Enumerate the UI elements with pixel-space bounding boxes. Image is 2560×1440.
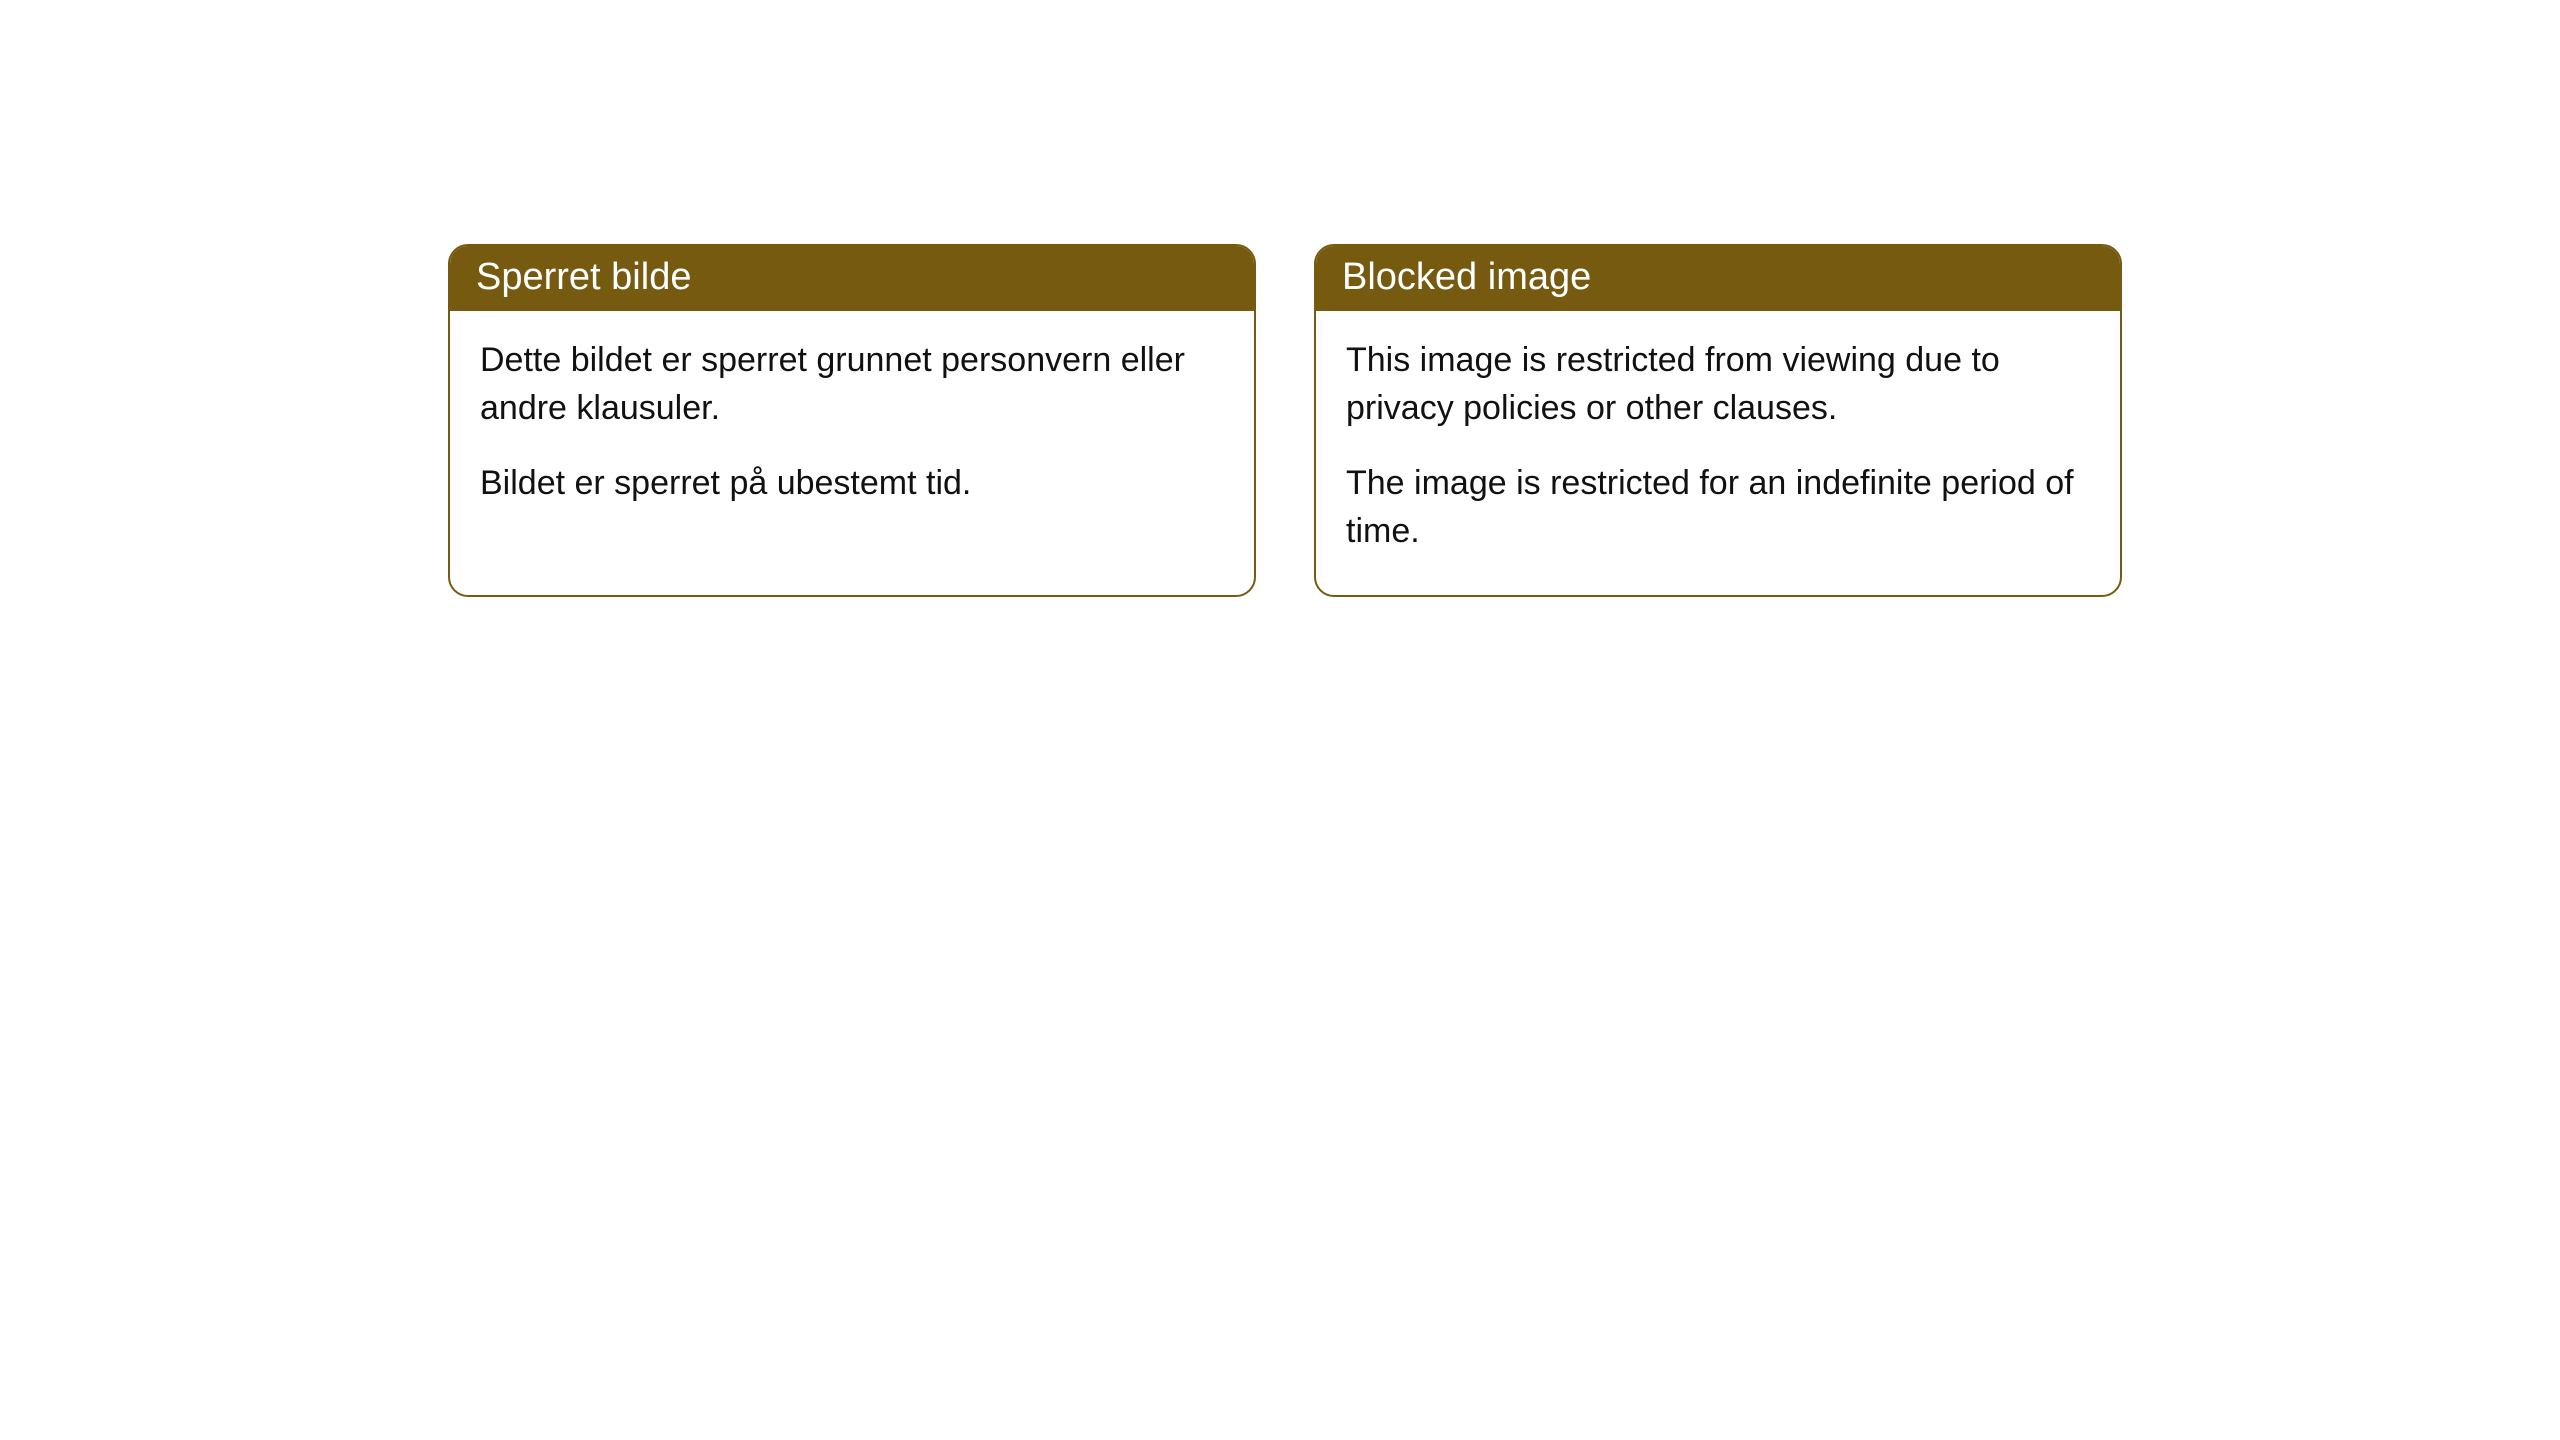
card-title: Blocked image bbox=[1342, 256, 1591, 298]
card-paragraph: This image is restricted from viewing du… bbox=[1346, 337, 2090, 432]
card-paragraph: Bildet er sperret på ubestemt tid. bbox=[480, 460, 1224, 508]
card-body: This image is restricted from viewing du… bbox=[1316, 311, 2120, 595]
blocked-image-card-english: Blocked image This image is restricted f… bbox=[1314, 244, 2122, 597]
card-paragraph: Dette bildet er sperret grunnet personve… bbox=[480, 337, 1224, 432]
blocked-image-card-norwegian: Sperret bilde Dette bildet er sperret gr… bbox=[448, 244, 1256, 597]
card-header: Blocked image bbox=[1316, 246, 2120, 311]
card-title: Sperret bilde bbox=[476, 256, 691, 298]
card-paragraph: The image is restricted for an indefinit… bbox=[1346, 460, 2090, 555]
card-header: Sperret bilde bbox=[450, 246, 1254, 311]
card-container: Sperret bilde Dette bildet er sperret gr… bbox=[448, 244, 2122, 597]
card-body: Dette bildet er sperret grunnet personve… bbox=[450, 311, 1254, 548]
